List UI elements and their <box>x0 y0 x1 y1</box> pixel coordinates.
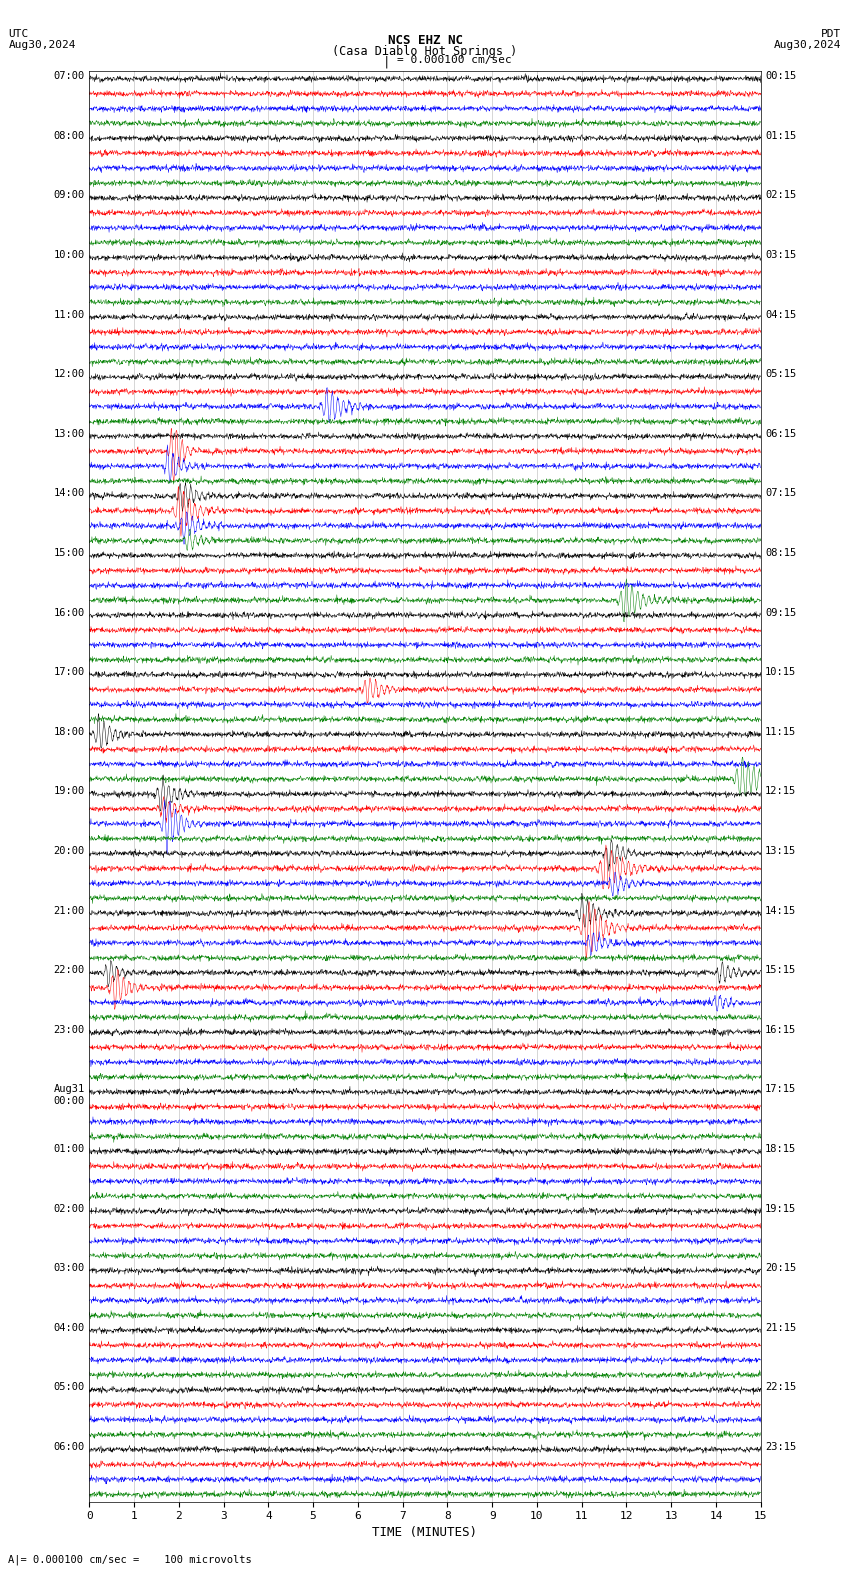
Text: 21:00: 21:00 <box>54 906 85 916</box>
Text: 20:15: 20:15 <box>765 1264 796 1274</box>
Text: Aug30,2024: Aug30,2024 <box>8 40 76 51</box>
Text: 02:00: 02:00 <box>54 1204 85 1213</box>
Text: 03:00: 03:00 <box>54 1264 85 1274</box>
Text: 09:15: 09:15 <box>765 608 796 618</box>
Text: 06:15: 06:15 <box>765 429 796 439</box>
Text: 22:15: 22:15 <box>765 1383 796 1392</box>
X-axis label: TIME (MINUTES): TIME (MINUTES) <box>372 1525 478 1538</box>
Text: 03:15: 03:15 <box>765 250 796 260</box>
Text: 09:00: 09:00 <box>54 190 85 201</box>
Text: 19:00: 19:00 <box>54 787 85 797</box>
Text: 14:15: 14:15 <box>765 906 796 916</box>
Text: 07:00: 07:00 <box>54 71 85 81</box>
Text: 12:00: 12:00 <box>54 369 85 379</box>
Text: 16:15: 16:15 <box>765 1025 796 1034</box>
Text: 10:15: 10:15 <box>765 667 796 678</box>
Text: A|= 0.000100 cm/sec =    100 microvolts: A|= 0.000100 cm/sec = 100 microvolts <box>8 1554 252 1565</box>
Text: 04:15: 04:15 <box>765 309 796 320</box>
Text: 23:00: 23:00 <box>54 1025 85 1034</box>
Text: = 0.000100 cm/sec: = 0.000100 cm/sec <box>397 55 512 65</box>
Text: 23:15: 23:15 <box>765 1441 796 1453</box>
Text: 17:15: 17:15 <box>765 1085 796 1095</box>
Text: 06:00: 06:00 <box>54 1441 85 1453</box>
Text: 13:15: 13:15 <box>765 846 796 855</box>
Text: 02:15: 02:15 <box>765 190 796 201</box>
Text: 07:15: 07:15 <box>765 488 796 499</box>
Text: 12:15: 12:15 <box>765 787 796 797</box>
Text: 22:00: 22:00 <box>54 965 85 976</box>
Text: 00:15: 00:15 <box>765 71 796 81</box>
Text: 17:00: 17:00 <box>54 667 85 678</box>
Text: Aug31
00:00: Aug31 00:00 <box>54 1085 85 1106</box>
Text: PDT: PDT <box>821 29 842 40</box>
Text: 05:15: 05:15 <box>765 369 796 379</box>
Text: 01:15: 01:15 <box>765 131 796 141</box>
Text: 08:00: 08:00 <box>54 131 85 141</box>
Text: 14:00: 14:00 <box>54 488 85 499</box>
Text: |: | <box>383 55 390 68</box>
Text: 20:00: 20:00 <box>54 846 85 855</box>
Text: 01:00: 01:00 <box>54 1144 85 1155</box>
Text: 08:15: 08:15 <box>765 548 796 558</box>
Text: 15:15: 15:15 <box>765 965 796 976</box>
Text: 21:15: 21:15 <box>765 1323 796 1332</box>
Text: 13:00: 13:00 <box>54 429 85 439</box>
Text: (Casa Diablo Hot Springs ): (Casa Diablo Hot Springs ) <box>332 44 518 59</box>
Text: 11:00: 11:00 <box>54 309 85 320</box>
Text: 05:00: 05:00 <box>54 1383 85 1392</box>
Text: 15:00: 15:00 <box>54 548 85 558</box>
Text: 10:00: 10:00 <box>54 250 85 260</box>
Text: 18:00: 18:00 <box>54 727 85 737</box>
Text: NCS EHZ NC: NCS EHZ NC <box>388 33 462 48</box>
Text: 18:15: 18:15 <box>765 1144 796 1155</box>
Text: 04:00: 04:00 <box>54 1323 85 1332</box>
Text: Aug30,2024: Aug30,2024 <box>774 40 842 51</box>
Text: UTC: UTC <box>8 29 29 40</box>
Text: 19:15: 19:15 <box>765 1204 796 1213</box>
Text: 16:00: 16:00 <box>54 608 85 618</box>
Text: 11:15: 11:15 <box>765 727 796 737</box>
